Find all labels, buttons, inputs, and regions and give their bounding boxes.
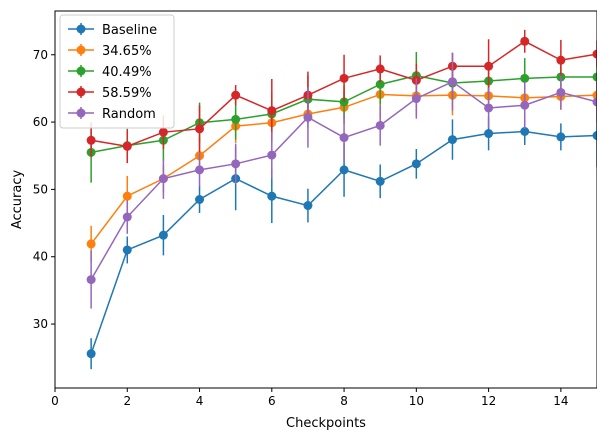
legend-item: Random	[68, 107, 156, 122]
data-point	[195, 124, 205, 134]
legend-item: 58.59%	[68, 86, 152, 101]
data-point	[520, 127, 530, 137]
data-point	[447, 77, 457, 87]
legend-item: 34.65%	[68, 44, 152, 59]
x-tick-label: 2	[123, 394, 131, 408]
data-point	[339, 73, 349, 83]
data-point	[267, 150, 277, 160]
y-axis-label: Accuracy	[10, 170, 25, 230]
legend-swatch-marker	[76, 108, 86, 118]
series-4	[86, 52, 597, 309]
x-tick-label: 6	[268, 394, 276, 408]
legend-swatch-marker	[76, 24, 86, 34]
y-tick-label: 40	[33, 250, 48, 264]
data-point	[592, 49, 597, 59]
y-tick-label: 60	[33, 115, 48, 129]
x-tick-label: 4	[196, 394, 204, 408]
data-point	[592, 90, 597, 100]
data-point	[375, 176, 385, 186]
data-point	[86, 135, 96, 145]
data-point	[195, 195, 205, 204]
legend-box	[59, 14, 175, 129]
x-tick-label: 0	[51, 394, 59, 408]
data-point	[122, 245, 132, 255]
legend: Baseline 34.65% 40.49% 58.59% Random	[59, 14, 175, 129]
data-point	[158, 127, 168, 137]
data-point	[592, 72, 597, 82]
legend-swatch-marker	[76, 66, 86, 76]
data-point	[339, 165, 349, 175]
data-point	[158, 174, 168, 184]
data-point	[447, 135, 457, 145]
plot-frame	[54, 10, 597, 389]
y-tick-label: 50	[33, 182, 48, 196]
data-point	[375, 79, 385, 89]
legend-item: Baseline	[68, 23, 157, 38]
data-point	[592, 97, 597, 107]
data-point	[375, 64, 385, 74]
x-tick-label: 10	[409, 394, 424, 408]
data-point	[231, 159, 241, 169]
data-point	[303, 201, 313, 211]
data-point	[122, 191, 132, 201]
x-tick-label: 14	[553, 394, 568, 408]
data-point	[520, 36, 530, 46]
data-point	[86, 349, 96, 359]
data-point	[303, 112, 313, 122]
data-point	[484, 61, 494, 71]
data-point	[484, 103, 494, 113]
data-point	[86, 239, 96, 249]
series-layer	[86, 29, 597, 370]
data-point	[592, 131, 597, 141]
x-axis-label: Checkpoints	[286, 416, 366, 430]
data-point	[520, 73, 530, 83]
x-tick-label: 8	[340, 394, 348, 408]
y-tick-label: 30	[33, 317, 48, 331]
data-point	[231, 90, 241, 100]
data-point	[158, 230, 168, 240]
data-point	[411, 159, 421, 169]
data-point	[86, 275, 96, 285]
data-point	[122, 212, 132, 222]
data-point	[195, 165, 205, 175]
data-point	[484, 129, 494, 139]
data-point	[556, 55, 566, 65]
data-point	[231, 114, 241, 124]
axes-layer: 0 2 4 6 8 10 12 14 30 40 50 60 70 Checkpoints Accuracy	[10, 10, 597, 430]
legend-label: 34.65%	[102, 44, 152, 59]
data-point	[267, 191, 277, 201]
data-point	[556, 132, 566, 142]
y-tick-label: 70	[33, 48, 48, 62]
legend-item: 40.49%	[68, 65, 152, 80]
data-point	[556, 87, 566, 97]
data-point	[520, 100, 530, 110]
data-point	[267, 106, 277, 116]
legend-swatch-marker	[76, 87, 86, 97]
data-point	[339, 133, 349, 143]
legend-label: Random	[102, 107, 156, 122]
data-point	[122, 141, 132, 151]
legend-label: 40.49%	[102, 65, 152, 80]
legend-swatch-marker	[76, 45, 86, 55]
data-point	[375, 120, 385, 130]
data-point	[411, 94, 421, 104]
x-tick-label: 12	[481, 394, 496, 408]
series-0	[86, 103, 597, 370]
series-3	[86, 29, 597, 164]
legend-label: 58.59%	[102, 86, 152, 101]
legend-label: Baseline	[102, 23, 157, 38]
